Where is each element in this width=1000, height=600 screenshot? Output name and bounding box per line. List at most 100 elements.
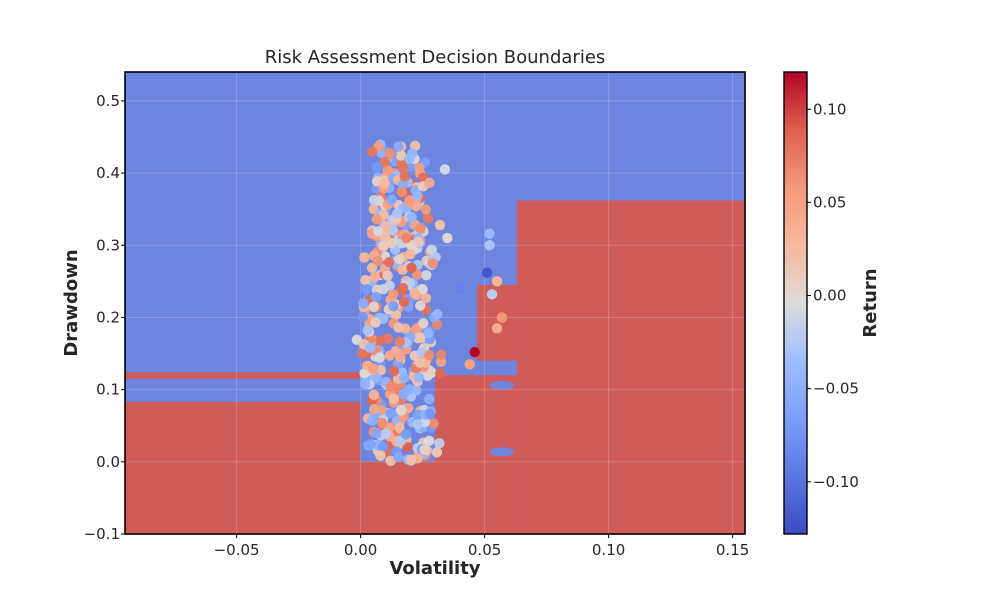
data-point (424, 408, 436, 420)
data-point (420, 293, 432, 304)
data-point (398, 296, 410, 308)
data-point (379, 178, 390, 189)
data-point (405, 454, 417, 466)
data-point (370, 317, 381, 328)
data-point (388, 393, 400, 405)
y-tick-label: 0.1 (96, 381, 120, 399)
data-point (469, 346, 480, 358)
data-point (496, 312, 508, 323)
data-point (420, 204, 431, 215)
data-point (436, 349, 447, 360)
data-point (357, 311, 369, 323)
data-point (393, 452, 404, 463)
data-point (414, 357, 426, 369)
data-point (372, 255, 384, 267)
data-point (371, 161, 382, 173)
data-point (359, 252, 370, 263)
data-point (387, 289, 399, 300)
data-point (404, 384, 415, 395)
data-point (418, 318, 429, 329)
plot-area (125, 72, 745, 534)
data-point (423, 327, 434, 339)
data-point (380, 428, 392, 439)
data-point (386, 194, 397, 205)
data-point (402, 442, 413, 453)
high-return-region (125, 401, 361, 534)
data-point (406, 211, 417, 223)
data-point (424, 435, 435, 446)
data-point (414, 162, 425, 174)
data-point (384, 350, 396, 361)
x-tick-label: 0.00 (344, 541, 377, 559)
y-tick-label: −0.1 (84, 525, 120, 543)
high-return-region (516, 200, 745, 534)
data-point (434, 219, 446, 231)
data-point (357, 348, 368, 359)
data-point (382, 270, 393, 281)
data-point (388, 365, 400, 377)
data-point (368, 403, 380, 415)
data-point (360, 274, 371, 286)
data-point (432, 309, 443, 320)
y-tick-label: 0.4 (96, 164, 120, 182)
data-point (366, 262, 378, 273)
y-axis: −0.1 0.0 0.1 0.2 0.3 0.4 0.5 (84, 92, 125, 543)
data-point (491, 276, 503, 287)
data-point (370, 291, 382, 303)
data-point (362, 325, 373, 336)
data-point (427, 258, 438, 269)
data-point (388, 300, 399, 312)
data-point (364, 342, 376, 353)
colorbar-tick-label: −0.10 (813, 473, 859, 491)
data-point (361, 284, 372, 295)
data-point (385, 381, 397, 392)
y-tick-label: 0.2 (96, 308, 120, 326)
data-point (367, 363, 379, 374)
data-point (399, 171, 411, 182)
data-point (395, 351, 406, 363)
data-point (358, 298, 369, 309)
data-point (415, 300, 426, 311)
colorbar-tick-label: 0.10 (813, 100, 846, 118)
high-return-region (125, 448, 361, 455)
data-point (375, 335, 386, 346)
data-point (393, 141, 404, 152)
plot-frame (124, 71, 746, 535)
data-point (484, 240, 495, 251)
data-point (417, 284, 428, 295)
data-point (435, 368, 446, 379)
data-point (390, 309, 402, 320)
data-point (373, 226, 384, 237)
data-point (419, 444, 430, 456)
colorbar-label: Return (860, 268, 881, 337)
data-point (382, 164, 393, 176)
high-return-region (125, 435, 361, 441)
data-point (377, 441, 389, 453)
data-point (369, 271, 380, 283)
data-point (359, 378, 371, 390)
data-point (409, 288, 421, 299)
data-point (375, 450, 386, 461)
data-point (385, 455, 396, 467)
chart-title: Risk Assessment Decision Boundaries (265, 47, 606, 68)
data-point (368, 194, 380, 206)
y-tick-label: 0.3 (96, 236, 120, 254)
data-point (368, 389, 380, 401)
data-point (371, 214, 382, 225)
data-point (406, 262, 417, 273)
data-point (431, 447, 443, 458)
data-point (412, 419, 423, 430)
data-point (380, 220, 391, 232)
high-return-region (125, 372, 361, 379)
data-point (424, 177, 435, 188)
data-point (394, 422, 405, 433)
data-point (442, 232, 453, 244)
data-point (412, 190, 423, 201)
y-tick-label: 0.0 (96, 453, 120, 471)
data-point (383, 257, 395, 268)
data-point (424, 393, 435, 405)
x-tick-label: −0.05 (214, 541, 260, 559)
data-point (413, 372, 425, 383)
data-point (405, 248, 416, 260)
